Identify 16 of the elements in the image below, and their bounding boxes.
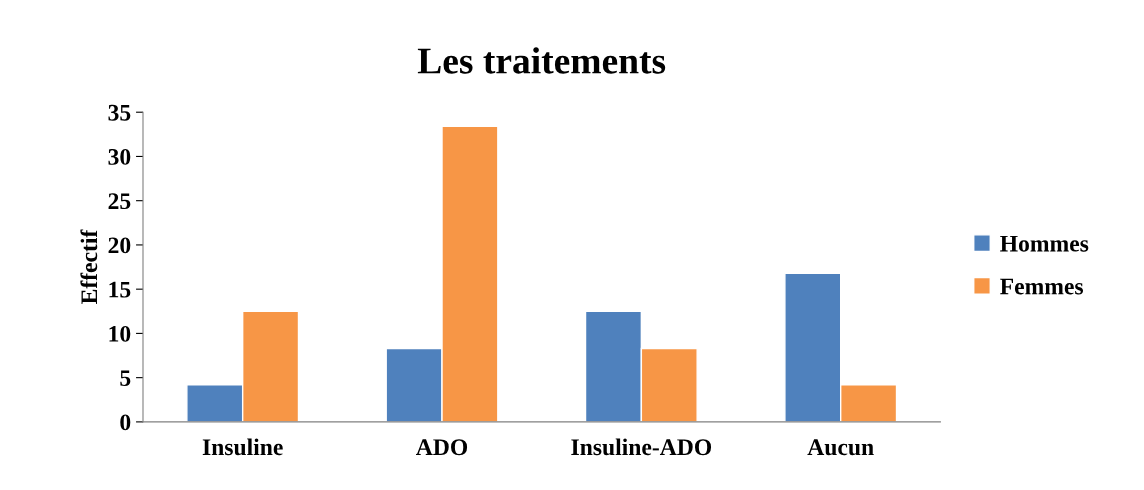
- y-tick-label: 35: [108, 104, 131, 121]
- y-tick-label: 15: [109, 281, 131, 298]
- y-axis-title: Effectif: [80, 229, 98, 305]
- x-tick-label: Aucun: [807, 439, 874, 456]
- legend-label: Hommes: [1000, 235, 1089, 252]
- y-tick-label: 30: [108, 148, 131, 165]
- y-tick-label: 10: [109, 325, 131, 342]
- x-tick-label: Insuline-ADO: [571, 438, 712, 456]
- legend-label: Femmes: [1000, 278, 1084, 295]
- y-tick-label: 5: [120, 370, 131, 387]
- y-tick-label: 25: [108, 193, 131, 210]
- y-tick-label: 20: [108, 237, 131, 254]
- x-tick-label: ADO: [416, 439, 468, 456]
- y-tick-label: 0: [120, 414, 131, 431]
- x-tick-label: Insuline: [202, 438, 283, 456]
- chart-title: Les traitements: [417, 47, 666, 74]
